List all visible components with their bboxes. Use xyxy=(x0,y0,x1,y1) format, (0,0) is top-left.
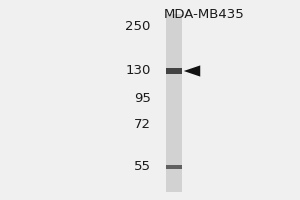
Text: 130: 130 xyxy=(125,64,151,77)
Text: 95: 95 xyxy=(134,92,151,106)
Bar xyxy=(166,68,182,74)
Text: 72: 72 xyxy=(134,118,151,132)
Bar xyxy=(166,14,182,192)
Polygon shape xyxy=(184,65,200,77)
Text: 250: 250 xyxy=(125,21,151,33)
Bar xyxy=(166,165,182,169)
Text: MDA-MB435: MDA-MB435 xyxy=(164,8,244,21)
Text: 55: 55 xyxy=(134,160,151,173)
